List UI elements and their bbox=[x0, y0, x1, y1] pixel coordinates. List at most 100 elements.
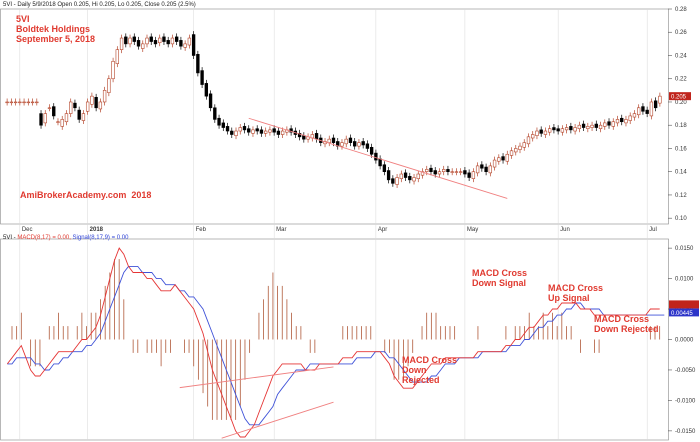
candle-body bbox=[128, 37, 132, 45]
candle-body bbox=[179, 40, 183, 47]
candle-body bbox=[374, 152, 378, 161]
macd-trend-arrow-upper bbox=[179, 366, 334, 389]
candle-body bbox=[348, 137, 353, 143]
candle-body bbox=[18, 101, 22, 104]
candle-body bbox=[196, 54, 200, 74]
candle-body bbox=[492, 159, 497, 168]
candle-body bbox=[586, 126, 590, 130]
candle-body bbox=[242, 126, 247, 131]
candle-body bbox=[408, 176, 412, 181]
candle-body bbox=[5, 101, 9, 104]
candle-body bbox=[425, 169, 429, 173]
candle-body bbox=[480, 164, 484, 169]
candle-body bbox=[458, 171, 463, 173]
candle-body bbox=[416, 173, 420, 179]
candle-body bbox=[98, 101, 103, 110]
candle-body bbox=[340, 142, 344, 147]
candle-body bbox=[213, 107, 217, 120]
candle-body bbox=[22, 101, 26, 104]
macd-trend-arrow-lower bbox=[221, 401, 334, 439]
candle-body bbox=[382, 164, 387, 173]
candle-body bbox=[501, 156, 505, 161]
candle-body bbox=[353, 141, 357, 147]
macd-y-tick-label: 0.0000 bbox=[675, 338, 694, 344]
candle-body bbox=[217, 117, 221, 126]
candle-body bbox=[145, 37, 149, 45]
x-tick-label: Apr bbox=[378, 227, 387, 233]
candle-body bbox=[136, 40, 141, 47]
candle-body bbox=[391, 178, 395, 184]
candle-body bbox=[628, 115, 632, 121]
title-symbol: 5VI bbox=[16, 14, 30, 24]
candle-body bbox=[522, 142, 526, 148]
candle-body bbox=[115, 49, 120, 64]
candle-body bbox=[102, 90, 107, 103]
candle-body bbox=[484, 166, 488, 173]
candle-body bbox=[43, 113, 47, 124]
candle-body bbox=[467, 172, 471, 178]
watermark: AmiBrokerAcademy.com 2018 bbox=[20, 190, 152, 200]
candle-body bbox=[649, 101, 654, 117]
macd-y-tick-label: -0.0150 bbox=[675, 429, 696, 435]
candle-body bbox=[526, 136, 531, 145]
candle-body bbox=[437, 171, 442, 175]
candle-body bbox=[234, 130, 238, 136]
candle-body bbox=[280, 130, 285, 135]
candle-body bbox=[386, 170, 391, 181]
candle-body bbox=[166, 40, 170, 45]
candle-body bbox=[187, 37, 192, 46]
candle-body bbox=[564, 127, 569, 131]
candle-body bbox=[543, 130, 548, 135]
candle-body bbox=[255, 128, 259, 132]
candle-body bbox=[403, 172, 408, 178]
candle-body bbox=[170, 37, 175, 45]
price-info-header: 5VI - Daily 5/9/2018 Open 0.205, Hi 0.20… bbox=[3, 2, 196, 8]
candle-body bbox=[446, 169, 450, 173]
candle-body bbox=[632, 113, 637, 118]
candle-body bbox=[369, 146, 374, 155]
macd-header-prefix: 5VI - bbox=[3, 235, 18, 241]
candle-body bbox=[183, 43, 187, 48]
candle-body bbox=[594, 123, 598, 128]
candle-body bbox=[149, 36, 153, 42]
x-tick-label: Dec bbox=[22, 227, 33, 233]
candle-body bbox=[344, 138, 348, 145]
candle-body bbox=[297, 133, 302, 138]
candle-body bbox=[327, 138, 331, 143]
candle-body bbox=[251, 129, 255, 134]
candle-body bbox=[433, 170, 437, 175]
candle-body bbox=[289, 128, 293, 133]
candle-body bbox=[47, 107, 52, 109]
candle-body bbox=[607, 121, 611, 126]
macd-legend: MACD(8,17) = 0.00, bbox=[17, 235, 71, 241]
candle-body bbox=[111, 60, 115, 80]
candle-body bbox=[13, 101, 18, 104]
title-date: September 5, 2018 bbox=[16, 34, 96, 44]
candle-body bbox=[463, 170, 467, 175]
candle-body bbox=[208, 93, 213, 109]
candle-body bbox=[39, 113, 43, 126]
candle-body bbox=[162, 36, 166, 42]
candle-body bbox=[230, 130, 234, 135]
price-y-tick-label: 0.22 bbox=[675, 77, 687, 83]
candle-body bbox=[637, 107, 641, 116]
candle-body bbox=[598, 124, 603, 130]
candle-body bbox=[77, 109, 81, 120]
candle-body bbox=[569, 126, 573, 131]
title-company: Boldtek Holdings bbox=[16, 24, 90, 34]
candle-body bbox=[314, 133, 319, 140]
candle-body bbox=[60, 119, 64, 127]
candle-body bbox=[488, 165, 493, 174]
price-y-tick-label: 0.26 bbox=[675, 30, 687, 36]
candle-body bbox=[620, 117, 624, 123]
candle-body bbox=[191, 34, 196, 56]
candle-body bbox=[141, 43, 145, 49]
candle-body bbox=[624, 119, 628, 124]
candle-body bbox=[81, 113, 86, 121]
candle-body bbox=[119, 37, 124, 50]
candle-body bbox=[357, 142, 361, 147]
candle-body bbox=[225, 126, 230, 132]
candle-body bbox=[302, 135, 306, 140]
candle-body bbox=[556, 128, 560, 132]
candle-body bbox=[454, 171, 459, 173]
